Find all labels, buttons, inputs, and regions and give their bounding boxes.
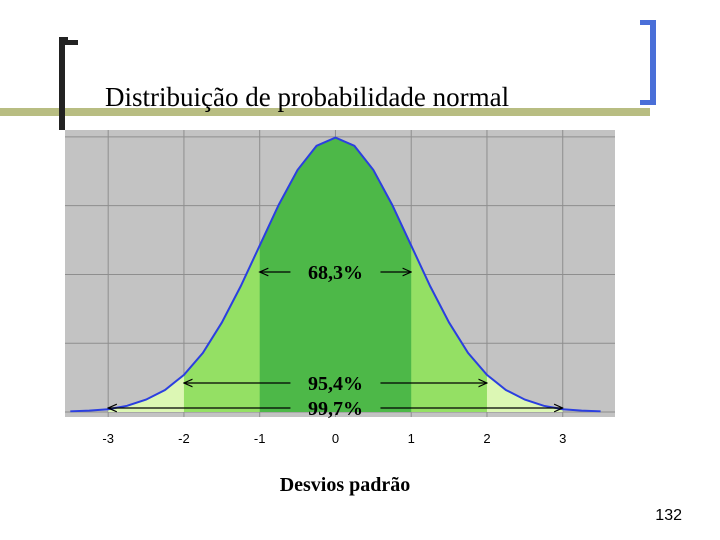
x-tick-label: -1 — [254, 431, 266, 446]
annotation-label: 68,3% — [308, 262, 363, 284]
left-bracket-top — [62, 40, 78, 45]
right-bracket — [650, 20, 656, 105]
x-tick-label: 1 — [408, 431, 415, 446]
right-bracket-top — [640, 20, 656, 25]
decor-bar — [0, 108, 650, 116]
x-tick-label: -3 — [102, 431, 114, 446]
page-number: 132 — [655, 507, 682, 524]
x-tick-label: 0 — [332, 431, 339, 446]
x-tick-label: 2 — [483, 431, 490, 446]
x-tick-label: 3 — [559, 431, 566, 446]
annotation-label: 95,4% — [308, 373, 363, 395]
x-axis-label: Desvios padrão — [280, 474, 411, 496]
x-tick-label: -2 — [178, 431, 190, 446]
annotation-label: 99,7% — [308, 398, 363, 420]
slide-title: Distribuição de probabilidade normal — [105, 82, 509, 112]
left-bracket — [59, 37, 68, 130]
curve — [70, 136, 601, 413]
right-bracket-bottom — [640, 100, 656, 105]
